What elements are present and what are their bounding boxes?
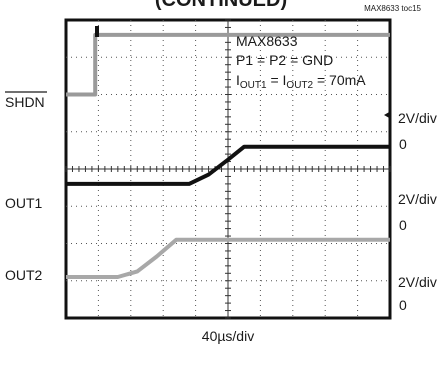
condition-2-mid: = I xyxy=(267,72,287,88)
device-label: MAX8633 xyxy=(236,33,298,49)
zero-label-ch1: 0 xyxy=(399,136,407,152)
figure-code: MAX8633 toc15 xyxy=(364,4,421,13)
trace-shdn xyxy=(66,32,390,97)
condition-label-1: P1 = P2 = GND xyxy=(236,52,333,68)
condition-2-sub1: OUT1 xyxy=(240,80,267,91)
zero-label-ch3: 0 xyxy=(399,297,407,313)
scale-label-ch1: 2V/div xyxy=(398,110,437,126)
chart-title: (CONTINUED) xyxy=(155,0,287,11)
time-base-label: 40µs/div xyxy=(202,328,254,344)
condition-2-end: = 70mA xyxy=(313,72,366,88)
edge-marker xyxy=(384,111,391,119)
channel-label-out1: OUT1 xyxy=(5,195,43,211)
condition-2-sub2: OUT2 xyxy=(286,80,313,91)
trigger-marker xyxy=(95,26,99,37)
traces xyxy=(66,32,390,279)
trace-out2 xyxy=(66,237,390,279)
condition-label-2: IOUT1 = IOUT2 = 70mA xyxy=(236,72,366,91)
scale-label-ch2: 2V/div xyxy=(398,191,437,207)
channel-label-out2: OUT2 xyxy=(5,267,43,283)
condition-2-base: I xyxy=(236,72,240,88)
trace-out1 xyxy=(66,144,390,186)
zero-label-ch2: 0 xyxy=(399,217,407,233)
channel-label-shdn: SHDN xyxy=(5,94,45,110)
grid xyxy=(65,19,391,319)
scale-label-ch3: 2V/div xyxy=(398,274,437,290)
